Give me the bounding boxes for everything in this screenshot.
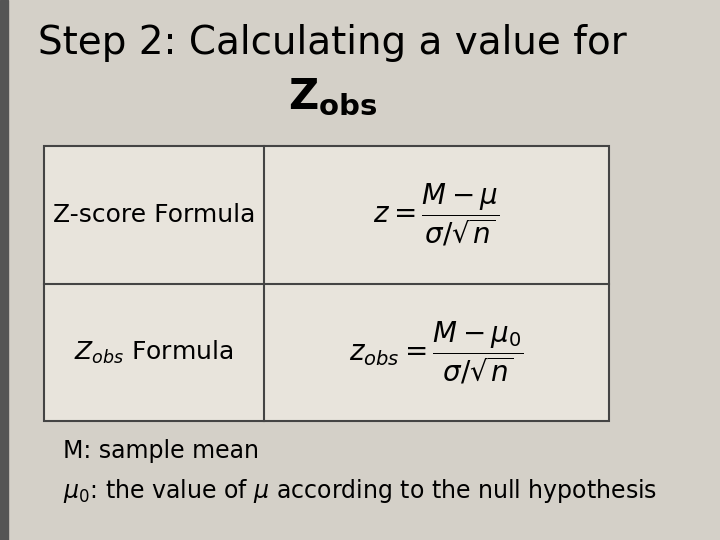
Text: $\mathbf{Z}_{\mathbf{obs}}$: $\mathbf{Z}_{\mathbf{obs}}$ [288,76,377,118]
Bar [0,0,7,540]
Text: $\mu_0$: the value of $\mu$ according to the null hypothesis: $\mu_0$: the value of $\mu$ according to… [63,477,657,505]
Text: $z_{obs} = \dfrac{M - \mu_0}{\sigma / \sqrt{n}}$: $z_{obs} = \dfrac{M - \mu_0}{\sigma / \s… [349,319,523,386]
Text: $z = \dfrac{M - \mu}{\sigma / \sqrt{n}}$: $z = \dfrac{M - \mu}{\sigma / \sqrt{n}}$ [373,181,500,248]
Bar [44,146,609,421]
Text: Step 2: Calculating a value for: Step 2: Calculating a value for [38,24,627,62]
Text: M: sample mean: M: sample mean [63,439,258,463]
Text: $Z_{obs}$ Formula: $Z_{obs}$ Formula [74,339,233,366]
Text: Z-score Formula: Z-score Formula [53,202,255,227]
